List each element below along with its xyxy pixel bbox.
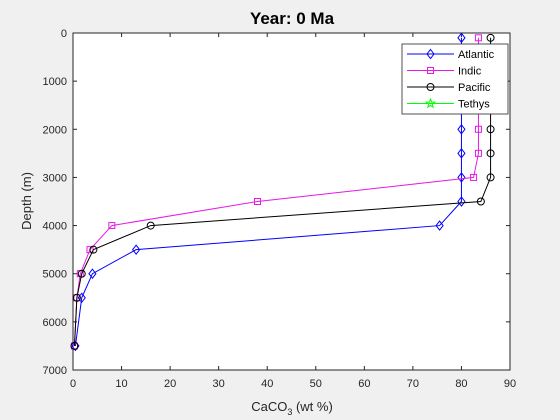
x-tick-label: 20 <box>164 378 176 390</box>
data-point <box>457 148 466 159</box>
data-point <box>486 33 495 42</box>
data-point <box>70 341 79 350</box>
y-axis: 0 1000 2000 3000 4000 5000 6000 7000 <box>43 28 510 377</box>
data-point <box>476 197 485 206</box>
data-point <box>89 245 98 254</box>
x-axis-label-main: CaCO <box>251 399 287 414</box>
y-axis-label: Depth (m) <box>19 172 34 230</box>
x-axis-label-tail: (wt %) <box>292 399 332 414</box>
data-point <box>486 149 495 158</box>
x-tick-label: 40 <box>261 378 273 390</box>
data-point <box>457 123 466 135</box>
y-tick-label: 4000 <box>43 221 67 233</box>
x-tick-label: 80 <box>455 378 467 390</box>
data-point <box>88 268 97 280</box>
legend-marker <box>424 97 437 109</box>
data-point <box>77 269 86 278</box>
data-point <box>457 196 466 207</box>
y-tick-label: 3000 <box>43 172 67 184</box>
data-point <box>72 293 81 302</box>
x-tick-label: 10 <box>115 378 127 390</box>
legend-box <box>401 43 509 115</box>
data-point <box>435 220 444 231</box>
legend-item-atlantic: Atlantic <box>407 48 495 61</box>
y-tick-label: 2000 <box>43 124 67 136</box>
x-tick-label: 70 <box>407 378 419 390</box>
y-tick-label: 1000 <box>43 76 67 88</box>
y-tick-label: 7000 <box>43 365 67 377</box>
x-tick-label: 0 <box>70 378 76 390</box>
legend-marker <box>427 67 434 74</box>
x-axis-label: CaCO3 (wt %) <box>251 399 333 417</box>
data-point <box>470 173 478 181</box>
data-point <box>457 32 466 44</box>
data-point <box>146 221 155 230</box>
data-point <box>131 244 141 255</box>
data-point <box>457 172 466 183</box>
legend-item-indic: Indic <box>407 66 482 78</box>
legend-label: Atlantic <box>458 49 495 61</box>
x-tick-label: 60 <box>358 378 370 390</box>
legend: Atlantic Indic Pacific Tethys <box>401 43 509 115</box>
legend-marker <box>426 48 435 60</box>
y-tick-label: 6000 <box>43 317 67 329</box>
legend-item-pacific: Pacific <box>407 82 491 94</box>
data-point <box>108 222 116 230</box>
x-tick-label: 30 <box>213 378 225 390</box>
chart-title: Year: 0 Ma <box>250 9 335 28</box>
data-point <box>474 34 482 42</box>
legend-label: Indic <box>458 66 482 78</box>
legend-marker <box>426 83 435 91</box>
x-axis: 0 10 20 30 40 50 60 70 80 90 <box>70 33 516 390</box>
x-axis-label-subscript: 3 <box>287 407 292 417</box>
y-tick-label: 5000 <box>43 269 67 281</box>
x-tick-label: 90 <box>504 378 516 390</box>
data-point <box>474 149 482 157</box>
y-tick-label: 0 <box>61 28 67 40</box>
x-tick-label: 50 <box>310 378 322 390</box>
data-point <box>486 173 495 182</box>
data-point <box>486 125 495 134</box>
legend-item-tethys: Tethys <box>407 97 490 111</box>
data-point <box>254 198 262 205</box>
data-point <box>474 125 482 133</box>
legend-label: Pacific <box>458 82 491 94</box>
legend-label: Tethys <box>458 99 490 111</box>
